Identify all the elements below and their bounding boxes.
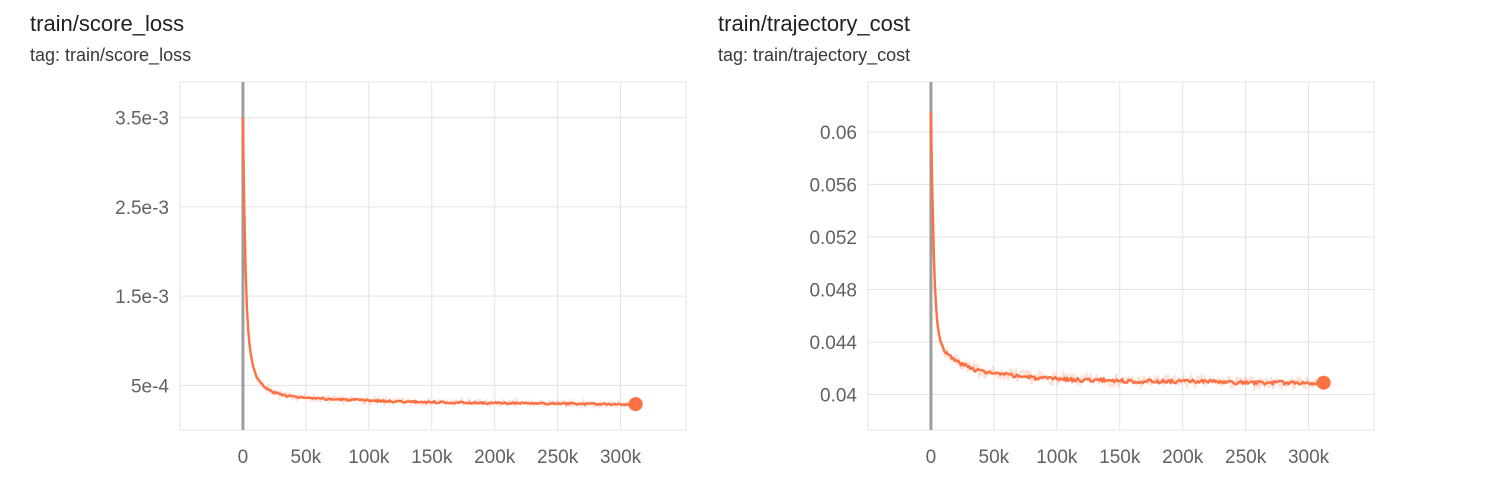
end-marker-dot	[1316, 375, 1331, 390]
chart-card-score-loss: train/score_loss tag: train/score_loss 0…	[30, 10, 708, 498]
x-tick-label: 200k	[1162, 447, 1204, 468]
x-tick-label: 50k	[979, 447, 1010, 468]
chart-title: train/score_loss	[30, 11, 185, 36]
x-tick-label: 300k	[1288, 447, 1330, 468]
y-tick-label: 0.056	[809, 175, 857, 196]
x-tick-label: 250k	[1225, 447, 1267, 468]
x-tick-label: 50k	[291, 447, 322, 468]
x-tick-label: 0	[926, 447, 937, 468]
plot-border	[179, 81, 687, 431]
chart-tag: tag: train/trajectory_cost	[718, 45, 911, 65]
x-tick-label: 100k	[1036, 447, 1078, 468]
trajectory-cost-line-chart[interactable]: 0 50k 100k 150k 200k 250k 300k 0.04 0.044 0.048 0.…	[718, 74, 1396, 486]
series-line-raw	[929, 113, 1325, 392]
y-tick-label: 0.044	[809, 333, 857, 354]
series-line-raw	[241, 118, 637, 410]
series-line	[929, 112, 1325, 386]
y-tick-label: 0.04	[820, 386, 857, 407]
y-tick-label: 0.048	[809, 280, 857, 301]
x-tick-label: 100k	[348, 447, 390, 468]
chart-card-trajectory-cost: train/trajectory_cost tag: train/traject…	[718, 10, 1396, 498]
score-loss-line-chart[interactable]: 0 50k 100k 150k 200k 250k 300k 5e-4 1.5e-3 2.5e-3…	[30, 74, 708, 486]
y-tick-label: 0.06	[820, 123, 857, 144]
y-tick-label: 5e-4	[131, 376, 169, 397]
end-marker-dot	[628, 397, 643, 412]
x-tick-label: 150k	[411, 447, 453, 468]
y-tick-label: 2.5e-3	[115, 198, 169, 219]
x-tick-label: 200k	[474, 447, 516, 468]
x-tick-label: 0	[238, 447, 249, 468]
chart-title: train/trajectory_cost	[718, 11, 910, 36]
x-tick-label: 300k	[600, 447, 642, 468]
x-tick-label: 250k	[537, 447, 579, 468]
y-tick-label: 0.052	[809, 228, 857, 249]
x-tick-label: 150k	[1099, 447, 1141, 468]
plot-border	[867, 81, 1375, 431]
y-tick-label: 1.5e-3	[115, 287, 169, 308]
y-tick-label: 3.5e-3	[115, 109, 169, 130]
series-line	[241, 117, 637, 407]
chart-tag: tag: train/score_loss	[30, 45, 192, 65]
